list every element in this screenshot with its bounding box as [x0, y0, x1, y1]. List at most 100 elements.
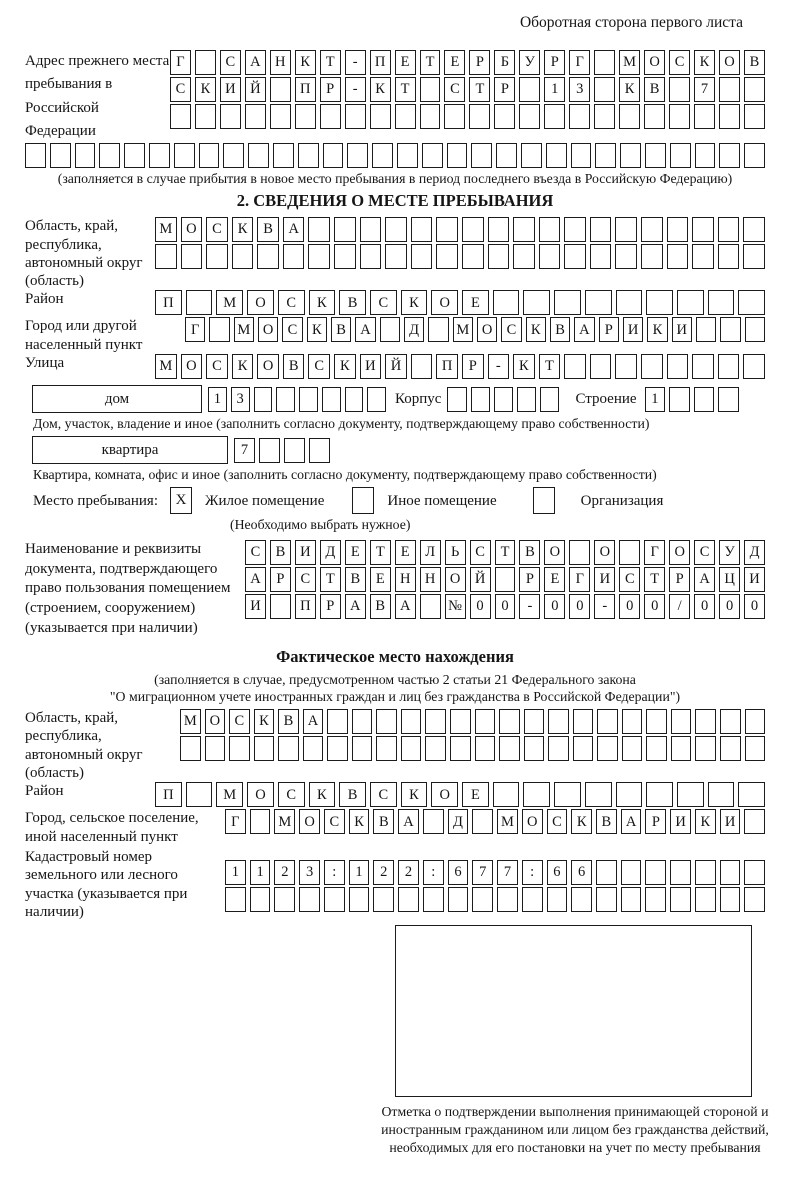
- char-cell: [718, 77, 740, 102]
- char-cell: [669, 104, 691, 129]
- char-cell: [494, 566, 516, 592]
- checkbox-organization: [532, 487, 555, 515]
- char-cell: [308, 244, 331, 270]
- char-cell: [494, 104, 516, 129]
- char-cell: Т: [644, 566, 666, 592]
- char-cell: [694, 143, 716, 168]
- char-cell: Р: [669, 566, 691, 592]
- char-cell: Е: [394, 539, 416, 565]
- char-cell: [594, 50, 616, 75]
- char-cell: Е: [394, 50, 416, 75]
- char-cell: А: [394, 593, 416, 619]
- char-cell: Л: [419, 539, 441, 565]
- char-cell: 6: [546, 859, 568, 885]
- char-cell: О: [180, 217, 203, 243]
- char-cell: [719, 143, 741, 168]
- char-cell: -: [487, 354, 510, 380]
- char-cell: [376, 709, 397, 735]
- char-cell: [670, 886, 691, 912]
- char-cell: А: [694, 566, 716, 592]
- char-cell: [554, 290, 581, 316]
- char-cell: С: [206, 217, 228, 243]
- city-label: Город или другой населенный пункт: [25, 318, 143, 353]
- char-cell: В: [339, 782, 366, 808]
- char-cell: [396, 143, 418, 168]
- document-block: Наименование и реквизиты документа, подт…: [25, 539, 766, 639]
- char-cell: Г: [644, 539, 666, 565]
- char-cell: [513, 217, 535, 243]
- char-cell: 1: [644, 386, 666, 412]
- char-cell: [720, 736, 741, 762]
- char-cell: О: [669, 539, 691, 565]
- char-cell: [615, 354, 637, 380]
- char-cell: 6: [447, 859, 469, 885]
- char-cell: [540, 386, 560, 412]
- char-cell: [25, 143, 46, 168]
- apartment-note: Квартира, комната, офис и иное (заполнит…: [33, 467, 657, 483]
- prev-address-block: Адрес прежнего места пребывания в Россий…: [25, 50, 765, 143]
- char-cell: М: [180, 709, 201, 735]
- char-cell: [554, 782, 581, 808]
- char-cell: [717, 217, 740, 243]
- char-cell: [385, 244, 407, 270]
- char-cell: [546, 886, 568, 912]
- char-cell: [249, 809, 271, 835]
- char-cell: М: [216, 782, 244, 808]
- char-cell: [523, 782, 551, 808]
- document-label: Наименование и реквизиты документа, подт…: [25, 540, 231, 636]
- char-cell: [229, 736, 250, 762]
- char-cell: [717, 354, 740, 380]
- char-cell: [302, 736, 324, 762]
- char-cell: О: [180, 354, 203, 380]
- char-cell: [570, 143, 592, 168]
- char-cell: Й: [385, 354, 407, 380]
- char-cell: [321, 386, 341, 412]
- char-cell: Г: [569, 566, 591, 592]
- char-cell: В: [339, 290, 366, 316]
- char-cell: [597, 709, 618, 735]
- char-cell: [394, 104, 416, 129]
- char-cell: [707, 290, 735, 316]
- char-cell: [327, 709, 348, 735]
- char-grid-row: И П Р А В А № 0 0-0 0-0 0/0 0 0: [245, 593, 766, 619]
- char-cell: [538, 217, 561, 243]
- char-cell: П: [436, 354, 458, 380]
- char-cell: К: [694, 809, 716, 835]
- char-cell: [572, 736, 594, 762]
- cadastral-label: Кадастровый номер земельного или лесного…: [25, 848, 188, 920]
- char-cell: [594, 77, 616, 102]
- char-cell: В: [644, 77, 666, 102]
- char-cell: [743, 217, 765, 243]
- char-cell: [419, 77, 441, 102]
- actual-location-heading: Фактическое место нахождения: [276, 646, 514, 666]
- char-cell: [519, 104, 541, 129]
- char-cell: [367, 386, 386, 412]
- char-cell: В: [369, 593, 391, 619]
- char-cell: [621, 736, 643, 762]
- char-cell: [644, 104, 666, 129]
- option-residential-label: Жилое помещение: [205, 492, 325, 509]
- char-cell: [487, 244, 510, 270]
- char-cell: С: [619, 566, 641, 592]
- char-cell: Р: [319, 77, 341, 102]
- char-cell: Е: [462, 290, 489, 316]
- char-cell: [669, 386, 690, 412]
- char-cell: [670, 859, 691, 885]
- char-cell: Т: [319, 566, 341, 592]
- char-cell: О: [594, 539, 616, 565]
- char-cell: [269, 104, 291, 129]
- char-cell: [720, 709, 741, 735]
- char-cell: [372, 143, 393, 168]
- char-cell: 3: [299, 859, 320, 885]
- char-cell: К: [513, 354, 535, 380]
- char-cell: [436, 244, 458, 270]
- char-cell: [640, 354, 663, 380]
- char-cell: [421, 143, 443, 168]
- char-cell: [469, 104, 491, 129]
- char-grid-row: 1: [644, 386, 739, 412]
- region-label: Область, край, республика, автономный ок…: [25, 218, 143, 290]
